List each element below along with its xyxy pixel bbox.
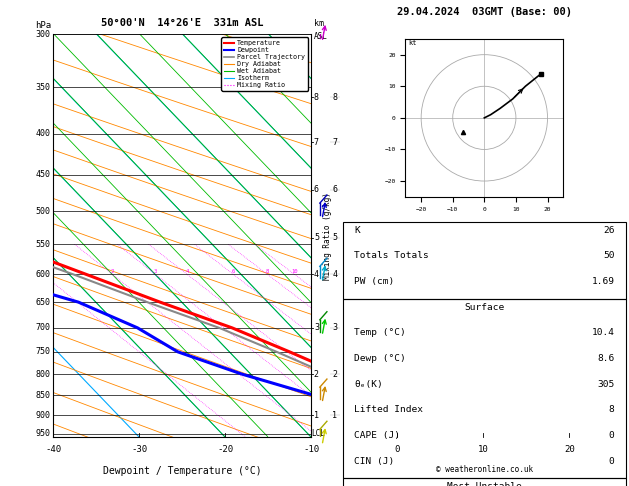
Text: 2: 2	[333, 370, 337, 379]
Text: 20: 20	[564, 446, 575, 454]
Text: K: K	[354, 226, 360, 235]
Text: 6: 6	[314, 185, 319, 194]
Text: Dewp (°C): Dewp (°C)	[354, 354, 406, 363]
Text: Temp (°C): Temp (°C)	[354, 329, 406, 337]
Text: 850: 850	[36, 391, 51, 399]
Text: 3: 3	[314, 323, 319, 332]
Text: 4: 4	[314, 270, 319, 279]
Text: 8: 8	[609, 405, 615, 415]
Text: 0: 0	[609, 431, 615, 440]
Text: 1: 1	[314, 411, 319, 419]
Text: Most Unstable: Most Unstable	[447, 482, 521, 486]
Text: -30: -30	[131, 446, 147, 454]
Text: 4: 4	[333, 270, 337, 279]
Text: 8.6: 8.6	[598, 354, 615, 363]
Text: ASL: ASL	[314, 32, 328, 41]
Text: 500: 500	[36, 207, 51, 216]
Text: 700: 700	[36, 323, 51, 332]
Text: 600: 600	[36, 270, 51, 279]
Text: -40: -40	[45, 446, 62, 454]
Text: 8: 8	[333, 93, 337, 102]
Text: 305: 305	[598, 380, 615, 389]
Text: 0: 0	[609, 457, 615, 466]
Text: 26: 26	[603, 226, 615, 235]
Text: 25: 25	[409, 269, 415, 275]
Text: 550: 550	[36, 240, 51, 249]
Text: 1.69: 1.69	[591, 277, 615, 286]
Text: CAPE (J): CAPE (J)	[354, 431, 400, 440]
Text: 20: 20	[379, 269, 386, 275]
Text: 400: 400	[36, 129, 51, 139]
Text: CIN (J): CIN (J)	[354, 457, 394, 466]
Text: 7: 7	[314, 138, 319, 147]
Text: -10: -10	[303, 446, 320, 454]
Text: 350: 350	[36, 83, 51, 92]
Text: 450: 450	[36, 170, 51, 179]
Text: 2: 2	[314, 370, 319, 379]
Text: 6: 6	[333, 185, 337, 194]
Bar	[343, 299, 626, 479]
Text: 2: 2	[111, 269, 114, 275]
Bar	[343, 479, 626, 486]
Text: 10: 10	[478, 446, 489, 454]
Text: 1: 1	[333, 411, 337, 419]
Text: km: km	[314, 19, 324, 28]
Text: -20: -20	[218, 446, 233, 454]
Text: 3: 3	[154, 269, 157, 275]
Text: 10.4: 10.4	[591, 329, 615, 337]
Text: Lifted Index: Lifted Index	[354, 405, 423, 415]
Text: 3: 3	[333, 323, 337, 332]
Text: 29.04.2024  03GMT (Base: 00): 29.04.2024 03GMT (Base: 00)	[397, 7, 572, 17]
Text: 0: 0	[394, 446, 400, 454]
Text: 750: 750	[36, 347, 51, 356]
Text: Surface: Surface	[464, 303, 504, 312]
Text: 900: 900	[36, 411, 51, 419]
Text: 800: 800	[36, 370, 51, 379]
Text: 8: 8	[266, 269, 269, 275]
Text: 1: 1	[42, 269, 45, 275]
Text: 950: 950	[36, 429, 51, 438]
Text: 50: 50	[603, 251, 615, 260]
Text: kt: kt	[408, 40, 417, 46]
Text: 650: 650	[36, 297, 51, 307]
Text: hPa: hPa	[35, 21, 51, 30]
Text: 300: 300	[36, 30, 51, 38]
Text: 50°00'N  14°26'E  331m ASL: 50°00'N 14°26'E 331m ASL	[101, 18, 264, 28]
Text: Mixing Ratio (g/kg): Mixing Ratio (g/kg)	[323, 192, 332, 279]
Text: 5: 5	[333, 233, 337, 243]
Bar	[343, 222, 626, 299]
Text: 4: 4	[186, 269, 189, 275]
Text: © weatheronline.co.uk: © weatheronline.co.uk	[436, 465, 533, 474]
Legend: Temperature, Dewpoint, Parcel Trajectory, Dry Adiabat, Wet Adiabat, Isotherm, Mi: Temperature, Dewpoint, Parcel Trajectory…	[221, 37, 308, 91]
Text: 7: 7	[333, 138, 337, 147]
Text: 5: 5	[314, 233, 319, 243]
Text: Dewpoint / Temperature (°C): Dewpoint / Temperature (°C)	[103, 466, 262, 476]
Text: Totals Totals: Totals Totals	[354, 251, 429, 260]
Text: 6: 6	[232, 269, 235, 275]
Text: LCL: LCL	[311, 429, 325, 438]
Text: 10: 10	[291, 269, 298, 275]
Text: PW (cm): PW (cm)	[354, 277, 394, 286]
Text: 8: 8	[314, 93, 319, 102]
Text: θₑ(K): θₑ(K)	[354, 380, 383, 389]
